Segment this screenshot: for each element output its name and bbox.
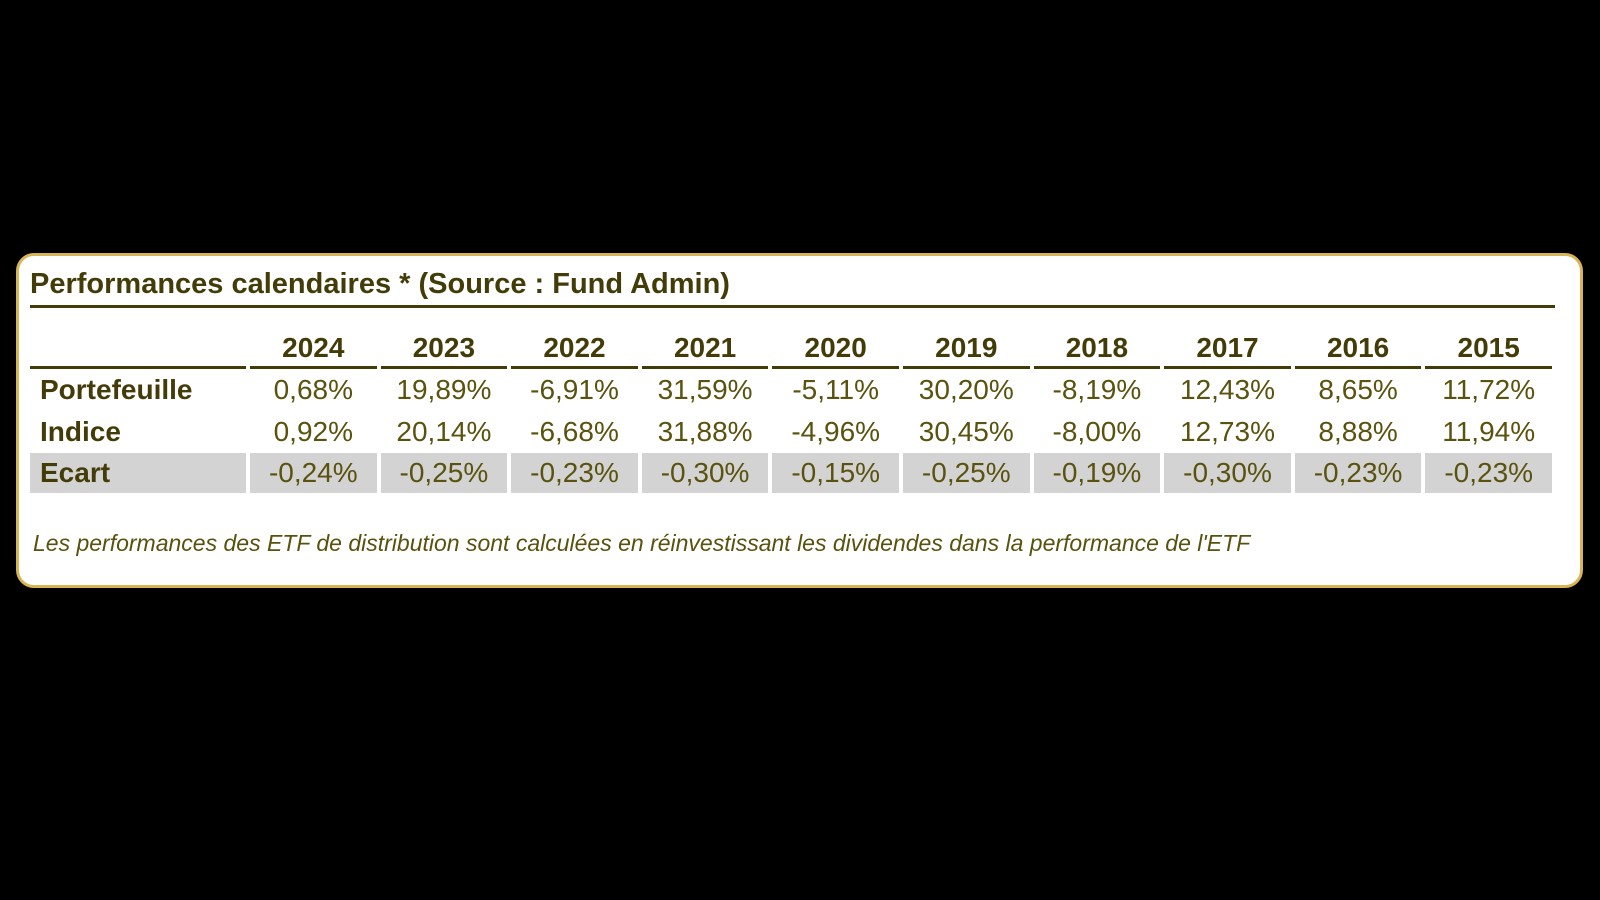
row-label-portefeuille: Portefeuille [40,374,193,405]
table-cell: 0,68% [273,374,353,405]
table-cell: -0,30% [641,453,769,493]
table-header-year: 2016 [1294,334,1422,369]
table-header-year: 2023 [380,334,508,369]
table-cell: 31,88% [657,416,753,447]
table-header-year: 2018 [1033,334,1161,369]
footnote-text: Les performances des ETF de distribution… [33,530,1251,556]
performance-card: Performances calendaires * (Source : Fun… [16,253,1583,588]
table-cell: -4,96% [791,416,881,447]
table-cell: -0,25% [902,453,1030,493]
calendar-performance-table: 2024 2023 2022 2021 2020 2019 2018 2017 … [30,334,1552,493]
card-title: Performances calendaires * (Source : Fun… [30,268,730,300]
title-divider [30,305,1555,308]
table-cell: -0,25% [380,453,508,493]
table-header-year: 2015 [1425,334,1552,369]
table-cell: 11,94% [1442,416,1536,447]
table-header-year: 2024 [250,334,377,369]
table-cell: -6,68% [530,416,619,447]
table-header-year: 2021 [641,334,769,369]
table-cell: 19,89% [396,374,492,405]
table-cell: 30,20% [918,374,1014,405]
table-cell: -5,11% [792,374,879,405]
table-cell: -0,23% [1425,453,1552,493]
table-cell: -0,30% [1164,453,1291,493]
table-header-year: 2017 [1164,334,1291,369]
table-cell: 30,45% [918,416,1014,447]
table-cell: -6,91% [530,374,619,405]
table-cell: 12,73% [1180,416,1275,447]
table-cell: -0,24% [250,453,377,493]
table-cell: -0,23% [1294,453,1422,493]
table-cell: 31,59% [657,374,753,405]
table-cell: 8,88% [1318,416,1398,447]
table-header-year: 2019 [902,334,1030,369]
table-cell: 11,72% [1442,374,1536,405]
table-cell: 8,65% [1318,374,1398,405]
table-cell: -8,00% [1052,416,1142,447]
table-cell: -8,19% [1052,374,1142,405]
table-cell: -0,23% [511,453,638,493]
table-cell: -0,19% [1033,453,1161,493]
row-label-indice: Indice [40,416,121,447]
table-cell: 20,14% [396,416,492,447]
table-header-empty [30,334,246,369]
row-label-ecart: Ecart [30,453,246,493]
table-cell: -0,15% [772,453,899,493]
table-cell: 0,92% [273,416,353,447]
table-header-year: 2020 [772,334,899,369]
table-cell: 12,43% [1180,374,1275,405]
table-header-year: 2022 [511,334,638,369]
